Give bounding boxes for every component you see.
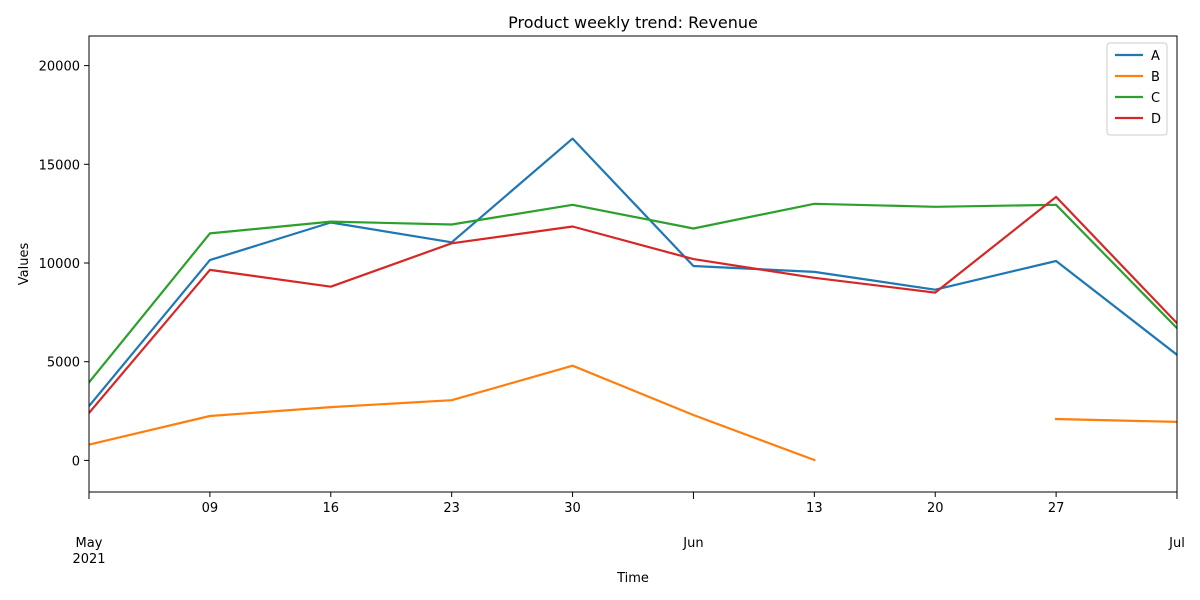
x-tick-label: 13 <box>806 501 823 516</box>
y-axis-label: Values <box>17 243 32 286</box>
x-axis-label: Time <box>616 571 649 586</box>
y-tick-label: 5000 <box>47 356 80 371</box>
x-tick-sublabel: 2021 <box>72 552 105 567</box>
x-tick-label: 27 <box>1048 501 1065 516</box>
legend-label-c: C <box>1151 91 1160 106</box>
series-line-b-seg1 <box>89 364 816 462</box>
x-tick-label: Jul <box>1168 536 1185 551</box>
series-lines <box>89 137 1177 462</box>
series-line-b-seg2 <box>1054 417 1177 424</box>
x-tick-label: Jun <box>682 536 703 551</box>
x-tick-label: 16 <box>323 501 340 516</box>
legend-label-b: B <box>1151 70 1160 85</box>
plot-frame <box>88 35 1178 493</box>
legend-box <box>1106 42 1168 136</box>
chart-title: Product weekly trend: Revenue <box>508 13 758 32</box>
series-line-d <box>89 195 1177 415</box>
x-tick-label: 20 <box>927 501 944 516</box>
series-line-c <box>89 202 1177 384</box>
x-tick-label: 30 <box>564 501 581 516</box>
y-tick-label: 20000 <box>39 60 80 75</box>
series-line-a <box>89 137 1177 408</box>
x-tick-label: May <box>76 536 103 551</box>
x-tick-label: 23 <box>443 501 460 516</box>
x-tick-label: 09 <box>202 501 219 516</box>
legend-label-a: A <box>1151 49 1160 64</box>
y-tick-label: 15000 <box>39 158 80 173</box>
y-tick-label: 0 <box>72 454 80 469</box>
y-tick-label: 10000 <box>39 257 80 272</box>
legend-label-d: D <box>1151 112 1161 127</box>
